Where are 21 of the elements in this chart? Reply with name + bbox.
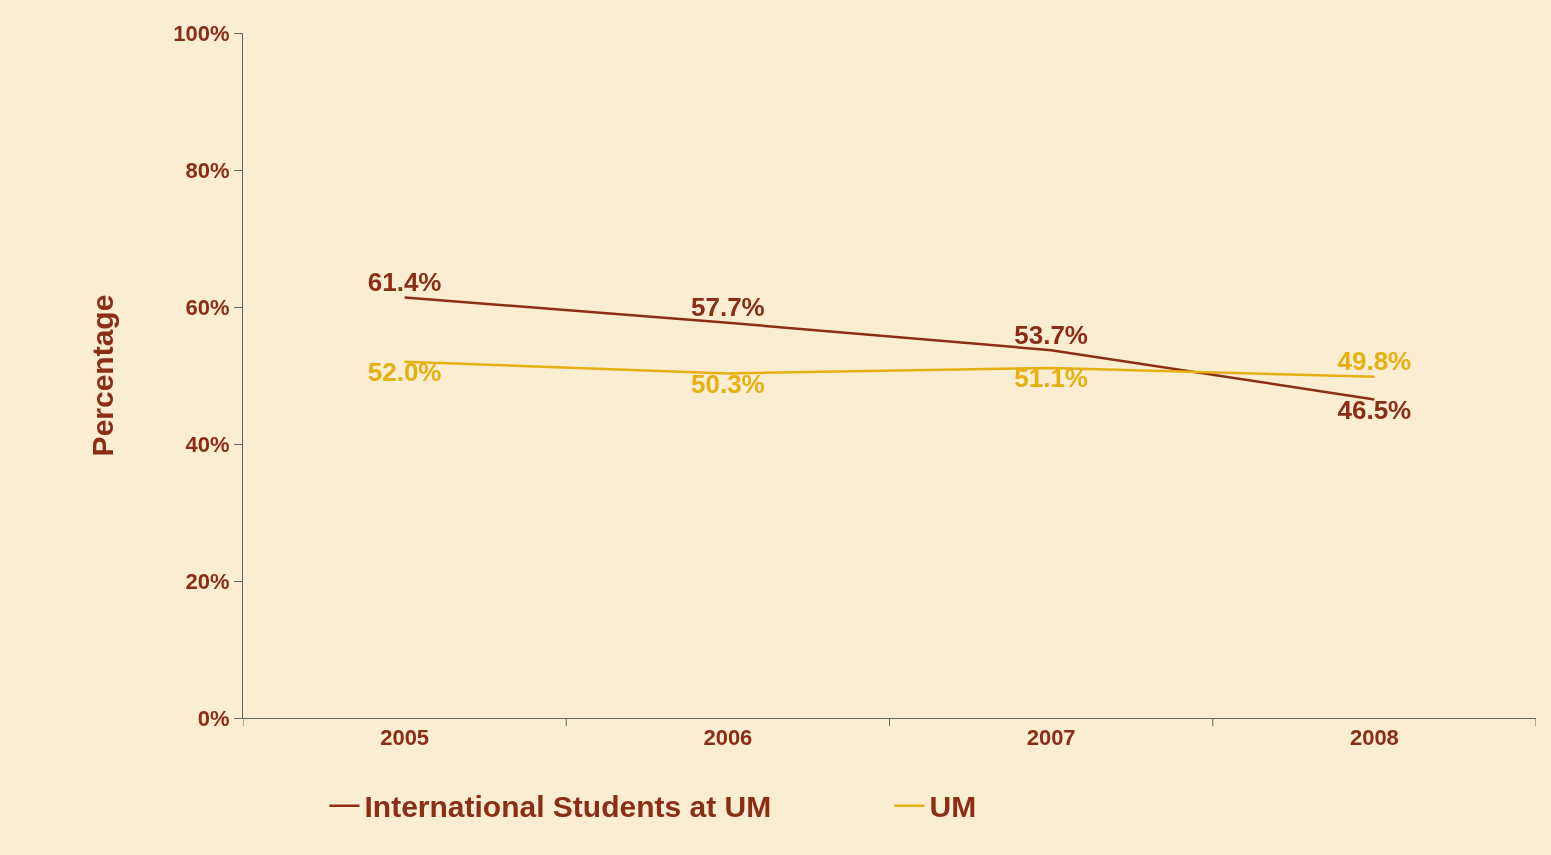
data-label: 49.8% <box>1337 346 1412 377</box>
data-label: 51.1% <box>1014 363 1088 394</box>
y-tick-label: 20% <box>185 568 230 594</box>
data-label: 57.7% <box>691 292 765 323</box>
data-label: 52.0% <box>367 357 442 388</box>
y-axis-title: Percentage <box>86 294 120 457</box>
x-tick-label: 2007 <box>1026 725 1076 751</box>
y-tick-label: 100% <box>173 20 230 46</box>
y-tick-label: 60% <box>185 294 230 320</box>
legend-label: UM <box>929 790 977 824</box>
y-tick-label: 80% <box>185 157 230 183</box>
y-tick-label: 40% <box>185 431 230 457</box>
data-label: 50.3% <box>691 368 765 399</box>
x-tick-label: 2006 <box>703 725 753 751</box>
x-tick-label: 2005 <box>380 725 430 751</box>
y-tick-label: 0% <box>197 705 230 731</box>
data-label: 61.4% <box>367 266 442 297</box>
data-label: 46.5% <box>1337 394 1412 425</box>
legend-label: International Students at UM <box>364 790 772 824</box>
data-label: 53.7% <box>1014 319 1088 350</box>
x-tick-label: 2008 <box>1349 725 1399 751</box>
